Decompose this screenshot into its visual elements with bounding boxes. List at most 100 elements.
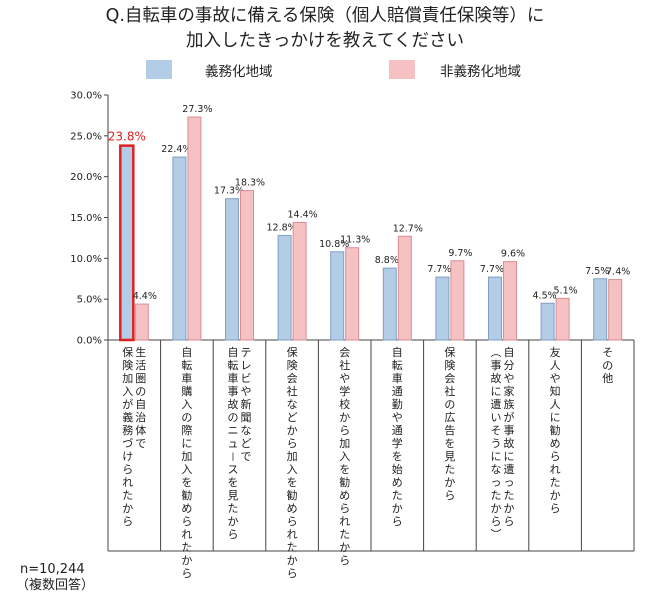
category-label-char: 入: [339, 450, 350, 463]
data-label-non-mandatory: 9.6%: [501, 249, 525, 260]
category-label-char: 会: [287, 372, 298, 385]
data-label-non-mandatory: 18.3%: [235, 178, 265, 189]
category-label-char: の: [444, 398, 455, 411]
category-label-char: 入: [122, 385, 133, 398]
category-label-char: を: [339, 463, 350, 476]
bar-non-mandatory: [503, 261, 517, 341]
category-label-char: 勧: [287, 488, 298, 502]
category-label-char: 友: [550, 345, 561, 359]
bar-mandatory: [488, 276, 502, 341]
data-label-mandatory: 7.7%: [480, 264, 504, 275]
category-label-char: 保: [444, 345, 455, 359]
category-label-char: 人: [550, 398, 561, 411]
bar-non-mandatory: [187, 116, 202, 341]
category-label-char: ら: [504, 515, 515, 528]
category-label-char: 故: [504, 436, 515, 450]
category-label-char: か: [444, 476, 455, 489]
category-label-char: 社: [287, 384, 298, 398]
legend-label-non-mandatory: 非義務化地域: [440, 64, 521, 80]
category-label-char: ︶: [491, 528, 502, 541]
bar-mandatory: [225, 198, 239, 341]
category-label-char: ら: [550, 450, 561, 463]
category-label-char: で: [135, 437, 146, 450]
category-label-char: 入: [181, 398, 192, 411]
category-label-char: に: [550, 411, 561, 424]
category-label-char: 際: [181, 424, 192, 437]
data-label-non-mandatory: 4.4%: [133, 291, 157, 302]
category-label-char: 加: [181, 450, 192, 463]
y-tick-label: 30.0%: [70, 91, 102, 102]
data-label-mandatory: 12.8%: [267, 222, 297, 233]
category-label-char: 校: [339, 397, 350, 411]
legend-swatch-non-mandatory: [389, 60, 415, 79]
category-label-char: ら: [287, 515, 298, 528]
legend-label-mandatory: 義務化地域: [205, 64, 273, 80]
category-label-char: 会: [339, 346, 350, 359]
category-label-char: か: [287, 424, 298, 437]
data-label-mandatory: 8.8%: [375, 255, 399, 266]
bar-non-mandatory: [450, 260, 465, 341]
category-label-char: い: [491, 411, 502, 424]
data-label-mandatory: 4.5%: [533, 290, 557, 301]
category-label-char: ら: [339, 502, 350, 515]
category-label-char: テ: [241, 346, 252, 359]
category-label-char: 勧: [339, 475, 350, 489]
category-label-char: ら: [181, 567, 192, 580]
category-label-char: 入: [287, 463, 298, 476]
category-label-char: を: [181, 476, 192, 489]
category-label-char: 転: [392, 359, 403, 372]
y-tick-label: 25.0%: [70, 131, 102, 142]
category-label-char: た: [550, 476, 561, 489]
category-label-char: め: [392, 476, 403, 489]
category-label-char: た: [339, 528, 350, 541]
category-label-char: 自: [228, 346, 239, 359]
category-label-char: ら: [339, 424, 350, 437]
category-label-char: 故: [491, 371, 502, 385]
category-label-char: 加: [122, 372, 133, 385]
data-label-non-mandatory: 7.4%: [606, 267, 630, 278]
category-label-char: や: [241, 385, 252, 398]
category-label-char: 族: [504, 397, 515, 411]
category-label-char: か: [339, 541, 350, 554]
category-label-char: 社: [444, 384, 455, 398]
category-label-char: の: [602, 359, 613, 372]
category-label-char: の: [181, 411, 192, 424]
bar-mandatory: [540, 302, 555, 341]
data-label-mandatory: 7.5%: [585, 266, 609, 277]
data-label-non-mandatory: 11.3%: [340, 235, 370, 246]
category-label-char: に: [491, 385, 502, 398]
category-label-char: に: [181, 437, 192, 450]
bar-non-mandatory: [345, 247, 360, 341]
category-label-char: う: [491, 437, 502, 450]
category-label-char: 車: [392, 371, 403, 385]
category-label: その他: [602, 346, 613, 385]
category-label-char: 自: [181, 346, 192, 359]
category-label-char: が: [122, 397, 133, 411]
bar-mandatory: [277, 234, 292, 341]
bar-mandatory: [382, 267, 397, 341]
category-label-char: 社: [339, 358, 350, 372]
category-label-char: た: [228, 502, 239, 515]
category-label-char: 勤: [392, 398, 403, 411]
category-label-char: 会: [444, 372, 455, 385]
y-tick-label: 20.0%: [70, 172, 102, 183]
category-label-char: ︵: [491, 346, 502, 359]
category-label-char: に: [504, 450, 515, 463]
bar-non-mandatory: [240, 190, 254, 341]
category-label-char: 事: [491, 359, 502, 372]
category-label-char: た: [122, 489, 133, 502]
bar-non-mandatory: [134, 303, 149, 341]
bar-non-mandatory: [292, 221, 307, 341]
category-label-char: 生: [135, 345, 146, 359]
category-label-char: た: [181, 541, 192, 554]
bar-mandatory: [435, 276, 450, 341]
category-label-char: 保: [287, 345, 298, 359]
data-label-mandatory: 23.8%: [108, 130, 146, 144]
category-label-char: 治: [135, 410, 146, 424]
category-label-char: 通: [392, 385, 403, 398]
